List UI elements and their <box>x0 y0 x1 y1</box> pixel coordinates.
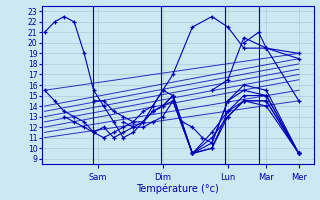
X-axis label: Température (°c): Température (°c) <box>136 183 219 194</box>
